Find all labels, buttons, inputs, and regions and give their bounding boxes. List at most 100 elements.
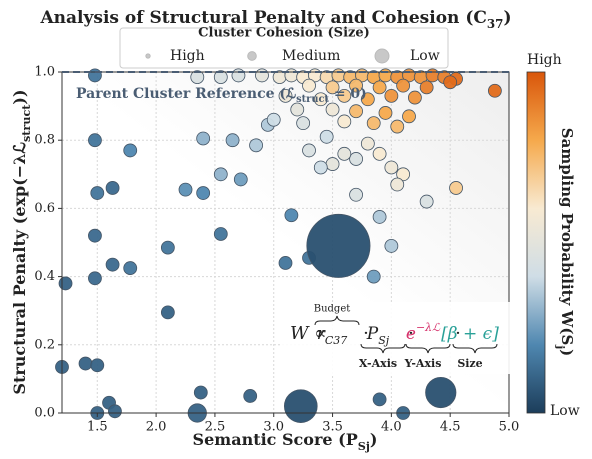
point bbox=[313, 92, 328, 107]
colorbar-title-part: Sampling Probability W(S bbox=[558, 128, 576, 346]
point bbox=[278, 256, 293, 270]
point bbox=[225, 133, 240, 148]
point bbox=[443, 75, 458, 90]
y-tick-label: 0.8 bbox=[34, 133, 55, 148]
x-tick-label: 3.0 bbox=[263, 420, 284, 435]
legend-box bbox=[119, 27, 449, 69]
point bbox=[90, 358, 105, 373]
point bbox=[378, 106, 393, 120]
point bbox=[402, 109, 416, 124]
formula-symbol: e bbox=[406, 324, 416, 344]
point bbox=[372, 392, 387, 407]
point bbox=[296, 116, 311, 131]
point bbox=[160, 305, 175, 320]
chart-title-part: 37 bbox=[487, 17, 504, 31]
point bbox=[372, 146, 387, 161]
chart-title-part: Analysis of Structural Penalty and Cohes… bbox=[39, 8, 486, 28]
formula-brace bbox=[360, 343, 406, 354]
point bbox=[108, 404, 122, 419]
formula-label: Budget bbox=[314, 304, 351, 315]
point bbox=[88, 271, 102, 286]
formula-brace bbox=[405, 343, 451, 354]
point bbox=[325, 157, 340, 171]
point bbox=[278, 88, 293, 103]
point bbox=[425, 68, 440, 83]
point bbox=[306, 213, 371, 278]
x-axis-label-part: Sj bbox=[358, 439, 370, 453]
y-tick-label: 0.0 bbox=[34, 406, 55, 421]
y-tick-label: 0.4 bbox=[34, 269, 55, 284]
point bbox=[425, 376, 457, 409]
point bbox=[283, 389, 318, 423]
formula-sup: −λℒ bbox=[416, 321, 441, 334]
point bbox=[196, 186, 211, 200]
x-tick-label: 5.0 bbox=[499, 420, 520, 435]
formula-separator: · bbox=[363, 323, 369, 344]
point bbox=[284, 68, 299, 83]
point bbox=[325, 80, 340, 95]
formula-label: Y-Axis bbox=[404, 357, 442, 370]
point bbox=[366, 116, 381, 131]
reference-label-part: Parent Cluster Reference (ℒ bbox=[76, 86, 296, 102]
point bbox=[366, 269, 381, 284]
formula-term: [β + ϵ] bbox=[441, 324, 499, 344]
y-axis-label: Structural Penalty (exp(−λℒstruct)) bbox=[10, 89, 34, 394]
formula-brace bbox=[314, 315, 360, 326]
chart-title-part: ) bbox=[503, 8, 511, 28]
point bbox=[407, 90, 422, 105]
point bbox=[123, 261, 138, 275]
point bbox=[390, 177, 405, 192]
colorbar-low: Low bbox=[550, 403, 580, 419]
point bbox=[319, 129, 334, 144]
formula-term: rC37 bbox=[317, 324, 348, 347]
formula-term: PSj bbox=[366, 324, 390, 347]
y-axis-label-part: struct bbox=[19, 104, 33, 142]
legend-marker bbox=[247, 51, 257, 61]
point bbox=[349, 104, 363, 119]
legend-marker bbox=[374, 48, 390, 64]
formula-symbol: P bbox=[366, 324, 379, 344]
y-tick-label: 0.2 bbox=[34, 337, 55, 352]
point bbox=[178, 182, 193, 197]
point bbox=[396, 167, 411, 182]
formula-symbol: [β + ϵ] bbox=[441, 324, 499, 344]
legend-marker bbox=[145, 53, 151, 59]
point bbox=[360, 136, 375, 151]
point bbox=[337, 114, 352, 129]
point bbox=[337, 88, 352, 103]
point bbox=[231, 68, 246, 83]
point bbox=[384, 239, 399, 253]
point bbox=[384, 160, 399, 175]
point bbox=[88, 133, 102, 148]
point bbox=[243, 389, 258, 403]
point bbox=[58, 276, 73, 291]
x-axis-label-part: ) bbox=[370, 430, 378, 449]
reference-label-part: struct bbox=[296, 94, 329, 105]
x-tick-label: 4.0 bbox=[381, 420, 402, 435]
colorbar-title-part: j bbox=[554, 344, 566, 349]
point bbox=[396, 78, 411, 93]
formula-symbol: r bbox=[317, 324, 326, 344]
formula-separator: · bbox=[455, 323, 461, 344]
point bbox=[349, 152, 363, 166]
colorbar-title: Sampling Probability W(Sj) bbox=[554, 128, 576, 356]
point bbox=[419, 80, 434, 95]
reference-label-part: = 0) bbox=[329, 86, 367, 102]
legend-label: High bbox=[170, 48, 205, 64]
point bbox=[284, 208, 299, 223]
point bbox=[78, 356, 93, 371]
formula-sub: C37 bbox=[325, 334, 347, 347]
point bbox=[290, 102, 305, 117]
colorbar-title-part: ) bbox=[558, 349, 576, 356]
point bbox=[193, 385, 208, 400]
point bbox=[90, 186, 105, 200]
point bbox=[249, 138, 263, 153]
point bbox=[390, 119, 405, 134]
point bbox=[331, 68, 346, 83]
y-tick-label: 1.0 bbox=[34, 65, 55, 80]
y-axis-label-part: )) bbox=[10, 89, 29, 104]
point bbox=[105, 181, 120, 195]
point bbox=[190, 70, 205, 85]
x-tick-label: 4.5 bbox=[440, 420, 461, 435]
